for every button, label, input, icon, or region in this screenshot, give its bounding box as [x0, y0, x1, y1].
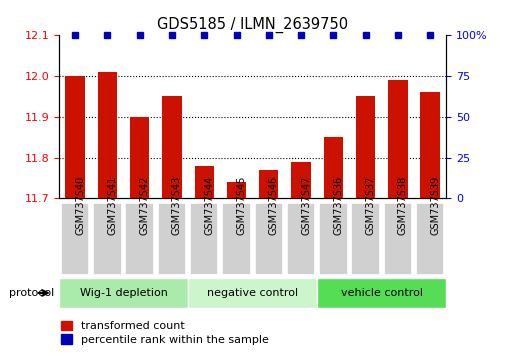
Text: vehicle control: vehicle control: [341, 288, 423, 298]
Text: protocol: protocol: [9, 288, 54, 298]
Bar: [194, 166, 214, 198]
Text: GSM737544: GSM737544: [204, 176, 214, 235]
FancyBboxPatch shape: [61, 202, 89, 275]
Bar: [356, 96, 376, 198]
Text: negative control: negative control: [207, 288, 298, 298]
FancyBboxPatch shape: [287, 202, 315, 275]
FancyBboxPatch shape: [351, 202, 380, 275]
Bar: [162, 96, 182, 198]
Bar: [317, 278, 446, 308]
Title: GDS5185 / ILMN_2639750: GDS5185 / ILMN_2639750: [157, 16, 348, 33]
FancyBboxPatch shape: [93, 202, 122, 275]
Text: GSM737541: GSM737541: [107, 176, 117, 235]
FancyBboxPatch shape: [158, 202, 186, 275]
Text: GSM737537: GSM737537: [366, 176, 376, 235]
FancyBboxPatch shape: [222, 202, 251, 275]
Text: Wig-1 depletion: Wig-1 depletion: [80, 288, 167, 298]
Bar: [388, 80, 407, 198]
Text: GSM737536: GSM737536: [333, 176, 343, 235]
Bar: [324, 137, 343, 198]
FancyBboxPatch shape: [190, 202, 219, 275]
Text: GSM737545: GSM737545: [236, 176, 247, 235]
Bar: [291, 161, 311, 198]
Text: GSM737539: GSM737539: [430, 176, 440, 235]
Bar: [66, 76, 85, 198]
Text: GSM737543: GSM737543: [172, 176, 182, 235]
Bar: [227, 182, 246, 198]
Bar: [59, 278, 188, 308]
FancyBboxPatch shape: [384, 202, 412, 275]
Text: GSM737538: GSM737538: [398, 176, 408, 235]
Text: GSM737542: GSM737542: [140, 176, 150, 235]
FancyBboxPatch shape: [319, 202, 347, 275]
Text: GSM737547: GSM737547: [301, 176, 311, 235]
Bar: [130, 117, 149, 198]
Bar: [259, 170, 279, 198]
FancyBboxPatch shape: [126, 202, 154, 275]
Text: GSM737540: GSM737540: [75, 176, 85, 235]
Legend: transformed count, percentile rank within the sample: transformed count, percentile rank withi…: [61, 321, 269, 345]
Text: GSM737546: GSM737546: [269, 176, 279, 235]
Bar: [421, 92, 440, 198]
FancyBboxPatch shape: [416, 202, 444, 275]
FancyBboxPatch shape: [254, 202, 283, 275]
Bar: [97, 72, 117, 198]
Bar: [188, 278, 317, 308]
